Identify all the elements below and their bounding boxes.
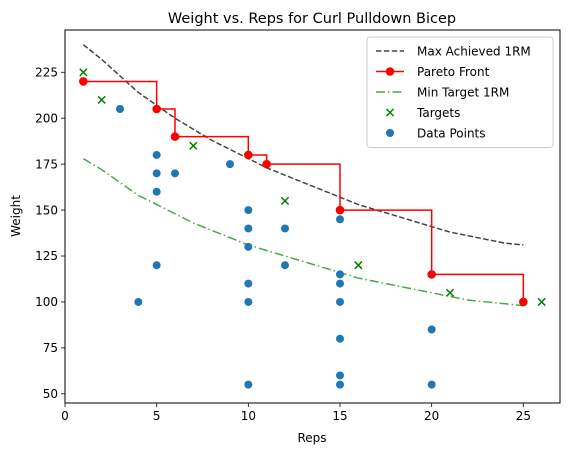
data-point [336, 334, 344, 343]
y-tick-label: 75 [43, 341, 58, 355]
y-tick-label: 50 [43, 387, 58, 401]
data-point [336, 215, 344, 224]
data-point [244, 206, 253, 215]
legend-entry-label: Max Achieved 1RM [417, 44, 531, 58]
legend: Max Achieved 1RM Pareto Front Min Target 1… [366, 36, 554, 148]
legend-marker-swatch [385, 67, 395, 76]
target-point [445, 288, 455, 297]
legend-entry-label: Targets [416, 106, 460, 120]
pareto-point [335, 205, 345, 215]
y-tick-label: 150 [35, 203, 58, 217]
y-tick-label: 125 [35, 249, 58, 263]
legend-entry-label: Min Target 1RM [417, 85, 509, 99]
plot-frame [64, 29, 561, 404]
x-tick-label: 10 [241, 409, 256, 423]
legend-entry-label: Data Points [417, 126, 486, 140]
plot-series [79, 44, 546, 389]
data-point [281, 224, 289, 233]
data-point [244, 380, 253, 389]
data-point [171, 169, 179, 178]
pareto-point [427, 270, 436, 279]
pareto-point [519, 297, 528, 307]
data-point [427, 380, 436, 389]
axis-ticks: 0 5 10 15 20 25 50 75 100 125 150 175 200 225 [35, 65, 531, 423]
x-tick-label: 15 [332, 409, 347, 423]
data-point [152, 261, 161, 270]
chart-title: Weight vs. Reps for Curl Pulldown Bicep [168, 11, 456, 27]
target-point [537, 297, 546, 307]
data-point [427, 325, 436, 334]
target-point [97, 95, 106, 104]
series-line-2 [82, 157, 524, 307]
plot-area [79, 44, 546, 389]
legend-marker-swatch [386, 129, 394, 137]
x-axis-label: Reps [297, 431, 326, 445]
legend-entry-label: Pareto Front [417, 65, 490, 79]
pareto-point [262, 159, 271, 169]
data-point [336, 270, 344, 279]
data-point [244, 297, 253, 306]
y-tick-label: 200 [35, 111, 58, 125]
data-point [244, 242, 253, 251]
data-point [336, 279, 344, 288]
data-point [134, 297, 143, 306]
legend-marker-swatch [385, 108, 395, 117]
data-point [336, 380, 344, 389]
x-tick-label: 0 [61, 409, 69, 423]
data-point [244, 224, 253, 233]
data-point [152, 150, 161, 159]
data-point [244, 279, 253, 288]
y-tick-label: 175 [35, 157, 58, 171]
pareto-front-line [83, 80, 525, 302]
target-point [354, 261, 363, 270]
x-tick-label: 5 [153, 409, 161, 423]
x-tick-label: 25 [516, 409, 531, 423]
legend-box [366, 36, 554, 148]
data-point [336, 371, 344, 380]
y-axis-label: Weight [9, 195, 23, 237]
y-tick-label: 100 [35, 295, 58, 309]
pareto-point [152, 104, 161, 114]
data-point [336, 297, 344, 306]
y-tick-label: 225 [35, 65, 58, 79]
x-tick-label: 20 [424, 409, 439, 423]
pareto-point [79, 77, 88, 86]
target-point [280, 196, 290, 206]
pareto-point [170, 132, 180, 141]
target-point [189, 141, 198, 150]
target-point [79, 68, 88, 77]
data-point [152, 169, 161, 178]
pareto-point [244, 150, 253, 160]
data-point [226, 160, 234, 169]
data-point [152, 187, 161, 196]
data-point [281, 261, 289, 270]
data-point [116, 105, 124, 114]
